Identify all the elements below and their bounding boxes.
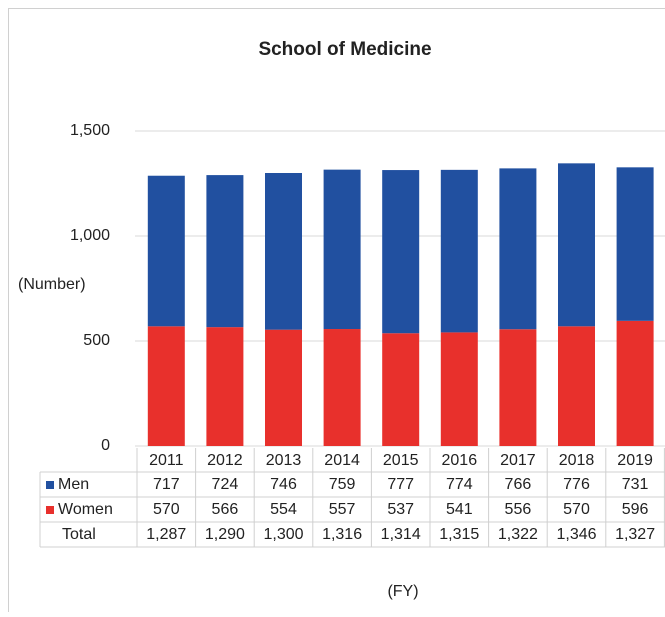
table-total: 1,316 xyxy=(322,526,362,543)
chart-title: School of Medicine xyxy=(258,39,431,60)
table-value: 596 xyxy=(622,501,649,518)
bar-segment xyxy=(382,333,420,446)
table-value: 759 xyxy=(329,476,356,493)
table-value: 557 xyxy=(329,501,356,518)
table-value: 570 xyxy=(563,501,590,518)
y-tick-label: 1,000 xyxy=(70,227,110,244)
table-value: 724 xyxy=(212,476,239,493)
table-total: 1,327 xyxy=(615,526,655,543)
table-value: 541 xyxy=(446,501,473,518)
table-value: 554 xyxy=(270,501,297,518)
y-axis-label: (Number) xyxy=(18,276,86,293)
x-tick-label: 2014 xyxy=(324,452,360,469)
table-total: 1,290 xyxy=(205,526,245,543)
table-value: 766 xyxy=(505,476,532,493)
table-total: 1,315 xyxy=(439,526,479,543)
x-tick-label: 2012 xyxy=(207,452,243,469)
bar-segment xyxy=(440,332,478,446)
table-value: 537 xyxy=(387,501,414,518)
bar-segment xyxy=(265,329,302,446)
table-row-label: Total xyxy=(62,526,96,543)
x-tick-label: 2016 xyxy=(442,452,478,469)
x-tick-label: 2015 xyxy=(383,452,419,469)
bar-segment xyxy=(382,170,420,334)
table-value: 774 xyxy=(446,476,473,493)
y-tick-label: 500 xyxy=(83,332,110,349)
bar-segment xyxy=(499,168,537,330)
bar-segment xyxy=(206,327,244,446)
y-tick-label: 1,500 xyxy=(70,122,110,139)
bar-segment xyxy=(558,163,595,327)
table-total: 1,287 xyxy=(146,526,186,543)
bar-segment xyxy=(499,329,537,446)
bar-segment xyxy=(206,175,244,328)
table-value: 556 xyxy=(505,501,532,518)
x-tick-label: 2017 xyxy=(500,452,536,469)
y-tick-label: 0 xyxy=(101,437,110,454)
table-value: 776 xyxy=(563,476,590,493)
bar-segment xyxy=(616,320,654,446)
table-value: 570 xyxy=(153,501,180,518)
bar-segment xyxy=(265,173,302,330)
x-tick-label: 2013 xyxy=(266,452,302,469)
table-value: 566 xyxy=(212,501,239,518)
bar-segment xyxy=(323,329,361,446)
bar-segment xyxy=(440,169,478,333)
x-tick-label: 2019 xyxy=(617,452,653,469)
table-value: 777 xyxy=(387,476,414,493)
bar-segment xyxy=(147,175,185,327)
legend-label: Men xyxy=(58,476,89,493)
x-axis-label: (FY) xyxy=(387,583,418,600)
legend-swatch xyxy=(46,506,54,514)
table-value: 731 xyxy=(622,476,649,493)
legend-swatch xyxy=(46,481,54,489)
table-total: 1,322 xyxy=(498,526,538,543)
table-total: 1,346 xyxy=(556,526,596,543)
x-tick-label: 2018 xyxy=(559,452,595,469)
x-tick-label: 2011 xyxy=(149,452,184,469)
bar-segment xyxy=(616,167,654,321)
table-value: 717 xyxy=(153,476,180,493)
bar-segment xyxy=(323,169,361,330)
legend-label: Women xyxy=(58,501,113,518)
table-value: 746 xyxy=(270,476,297,493)
bar-segment xyxy=(558,326,595,446)
table-total: 1,314 xyxy=(381,526,421,543)
bar-segment xyxy=(147,326,185,446)
table-total: 1,300 xyxy=(263,526,303,543)
